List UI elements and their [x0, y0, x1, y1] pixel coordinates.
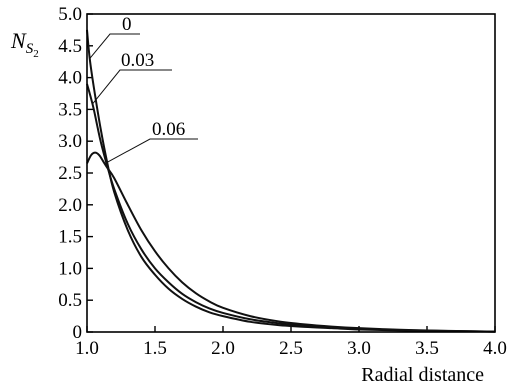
y-tick-label: 4.0 — [58, 68, 82, 89]
series-lines — [86, 29, 496, 333]
series-annotations: 0 0.03 0.06 — [89, 14, 198, 165]
y-tick-label: 3.5 — [58, 99, 82, 120]
x-tick-label: 2.5 — [279, 338, 303, 359]
y-tick-label: 2.5 — [58, 163, 82, 184]
annotation-leader — [89, 33, 140, 59]
y-tick-label: 2.0 — [58, 195, 82, 216]
y-axis-label-sub: S — [26, 41, 34, 57]
series-line-0-03 — [86, 83, 496, 333]
annotation-label: 0.06 — [152, 119, 185, 140]
y-axis-label: NS2 — [10, 28, 39, 60]
annotation-leader — [92, 69, 172, 105]
y-tick-label: 1.0 — [58, 258, 82, 279]
plot-frame — [86, 13, 496, 333]
y-tick-label: 4.5 — [58, 36, 82, 57]
y-tick-label: 3.0 — [58, 131, 82, 152]
annotation-label: 0.03 — [121, 50, 154, 71]
annotation-leader — [104, 138, 198, 165]
x-tick-label: 1.5 — [143, 338, 167, 359]
y-axis-label-main: N — [10, 28, 27, 53]
x-tick-label: 2.0 — [211, 338, 235, 359]
y-tick-label: 1.5 — [58, 227, 82, 248]
y-tick-label: 0 — [73, 322, 83, 343]
series-line-0 — [86, 29, 496, 333]
series-line-0-06 — [86, 151, 496, 333]
x-tick-label: 3.5 — [415, 338, 439, 359]
annotation-label: 0 — [122, 14, 132, 35]
x-tick-label: 3.0 — [347, 338, 371, 359]
x-tick-label: 1.0 — [75, 338, 99, 359]
x-axis-label: Radial distance — [361, 364, 484, 386]
y-tick-label: 5.0 — [58, 4, 82, 25]
x-tick-label: 4.0 — [483, 338, 507, 359]
axis-tick-labels: 1.0 1.5 2.0 2.5 3.0 3.5 4.0 0 0.5 1.0 1.5 2.0 2.5 3.0… — [58, 4, 507, 359]
y-tick-label: 0.5 — [58, 290, 82, 311]
y-axis-label-subsub: 2 — [33, 48, 39, 60]
